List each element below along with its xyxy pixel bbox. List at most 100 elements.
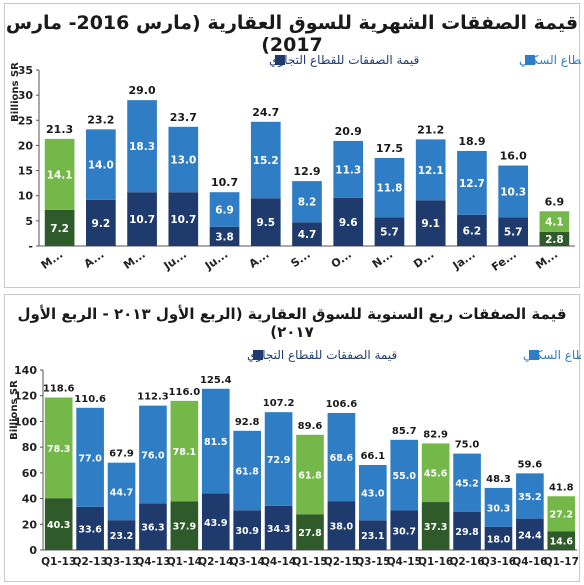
- x-tick-label: Q3-14: [230, 556, 265, 568]
- legend-swatch: [275, 55, 285, 65]
- legend-swatch: [529, 350, 539, 360]
- bar-residential: [457, 150, 487, 215]
- data-label-total: 85.7: [392, 426, 417, 437]
- data-label-commercial: 30.9: [235, 526, 258, 537]
- y-tick-label: 120: [14, 390, 37, 403]
- x-tick-label: M...: [39, 248, 66, 272]
- data-label-commercial: 3.8: [215, 231, 234, 243]
- bar-residential: [547, 496, 576, 532]
- bar-commercial: [44, 498, 73, 550]
- x-tick-label: D...: [411, 248, 436, 271]
- legend-label: قيمة الصفقات للقطاع السكني: [523, 348, 581, 362]
- data-label-commercial: 5.7: [380, 227, 399, 239]
- data-label-total: 24.7: [252, 106, 279, 119]
- monthly-chart-panel: قيمة الصفقات الشهرية للسوق العقارية (مار…: [4, 3, 581, 288]
- x-tick-label: Ju...: [161, 248, 189, 273]
- bar-commercial: [76, 506, 104, 550]
- bar-residential: [498, 165, 528, 218]
- x-tick-label: Fe...: [489, 248, 519, 274]
- x-tick-label: Q4-16: [512, 556, 547, 568]
- y-tick-label: 140: [14, 364, 37, 377]
- data-label-commercial: 37.3: [424, 522, 447, 533]
- y-tick-label: 30: [18, 89, 34, 102]
- bar-residential: [44, 397, 73, 499]
- data-label-commercial: 9.2: [92, 218, 111, 230]
- legend-label: قيمة الصفقات للقطاع السكني: [519, 53, 581, 67]
- data-label-residential: 12.7: [459, 178, 485, 190]
- bar-commercial: [264, 505, 293, 550]
- quarterly-chart-panel: قيمة الصفقات ربع السنوية للسوق العقارية …: [4, 294, 581, 582]
- bar-residential: [292, 181, 322, 223]
- y-tick-label: 40: [22, 493, 38, 506]
- bar-commercial: [233, 510, 261, 550]
- bar-residential: [233, 430, 261, 511]
- data-label-total: 75.0: [455, 440, 480, 451]
- data-label-total: 21.3: [46, 123, 73, 136]
- data-label-total: 21.2: [417, 123, 444, 136]
- bar-commercial: [333, 197, 364, 246]
- bar-commercial: [168, 192, 199, 246]
- bar-residential: [264, 412, 293, 506]
- data-label-total: 18.9: [458, 135, 485, 148]
- x-tick-label: N...: [370, 248, 395, 271]
- x-tick-label: Ja...: [450, 248, 478, 273]
- bar-residential: [327, 412, 356, 502]
- data-label-commercial: 36.3: [141, 523, 164, 534]
- bar-residential: [333, 140, 364, 198]
- x-tick-label: M...: [121, 248, 148, 272]
- data-label-residential: 72.9: [267, 455, 290, 466]
- data-label-total: 41.8: [549, 482, 574, 493]
- data-label-commercial: 9.5: [256, 217, 275, 229]
- bar-commercial: [498, 217, 528, 246]
- bar-commercial: [139, 503, 167, 550]
- data-label-total: 12.9: [293, 165, 320, 178]
- x-tick-label: Q2-16: [449, 556, 484, 568]
- y-tick-label: 20: [18, 139, 34, 152]
- data-label-residential: 81.5: [204, 437, 227, 448]
- bar-commercial: [390, 510, 419, 550]
- data-label-commercial: 27.8: [298, 528, 322, 539]
- bar-commercial: [539, 231, 570, 246]
- x-tick-label: Q1-13: [41, 556, 76, 568]
- data-label-residential: 55.0: [393, 471, 417, 482]
- bar-commercial: [86, 199, 116, 246]
- x-tick-label: Q3-16: [481, 556, 516, 568]
- y-tick-label: 80: [22, 441, 38, 454]
- x-tick-label: Ju...: [202, 248, 230, 273]
- data-label-commercial: 14.6: [550, 537, 574, 548]
- data-label-total: 106.6: [326, 399, 358, 410]
- y-tick-label: 35: [18, 64, 33, 77]
- bar-residential: [250, 121, 281, 199]
- data-label-commercial: 29.8: [455, 527, 479, 538]
- bar-residential: [127, 100, 157, 193]
- data-label-total: 59.6: [518, 459, 543, 470]
- data-label-residential: 14.1: [47, 169, 73, 181]
- data-label-residential: 27.2: [550, 510, 573, 521]
- data-label-residential: 77.0: [78, 453, 102, 464]
- bar-residential: [453, 453, 481, 512]
- bar-commercial: [292, 222, 322, 246]
- x-tick-label: Q3-15: [355, 556, 390, 568]
- bar-commercial: [421, 502, 450, 550]
- data-label-total: 48.3: [486, 474, 511, 485]
- legend-label: قيمة الصفقات للقطاع التجاري: [247, 348, 397, 363]
- y-tick-label: 25: [18, 114, 33, 127]
- bar-residential: [107, 462, 136, 521]
- data-label-total: 89.6: [298, 421, 323, 432]
- bar-residential: [415, 139, 446, 201]
- data-label-total: 92.8: [235, 417, 260, 428]
- x-tick-label: Q4-15: [387, 556, 422, 568]
- data-label-commercial: 40.3: [47, 520, 70, 531]
- y-tick-label: 60: [22, 467, 38, 480]
- bar-commercial: [170, 501, 199, 550]
- bar-commercial: [296, 514, 324, 550]
- data-label-commercial: 23.2: [110, 531, 133, 542]
- bar-residential: [421, 443, 450, 503]
- bar-commercial: [457, 214, 487, 246]
- x-tick-label: M...: [533, 248, 560, 272]
- data-label-commercial: 34.3: [267, 524, 290, 535]
- data-label-residential: 35.2: [518, 492, 541, 503]
- data-label-total: 16.0: [500, 150, 527, 163]
- data-label-commercial: 23.1: [361, 531, 384, 542]
- data-label-residential: 11.3: [335, 164, 361, 176]
